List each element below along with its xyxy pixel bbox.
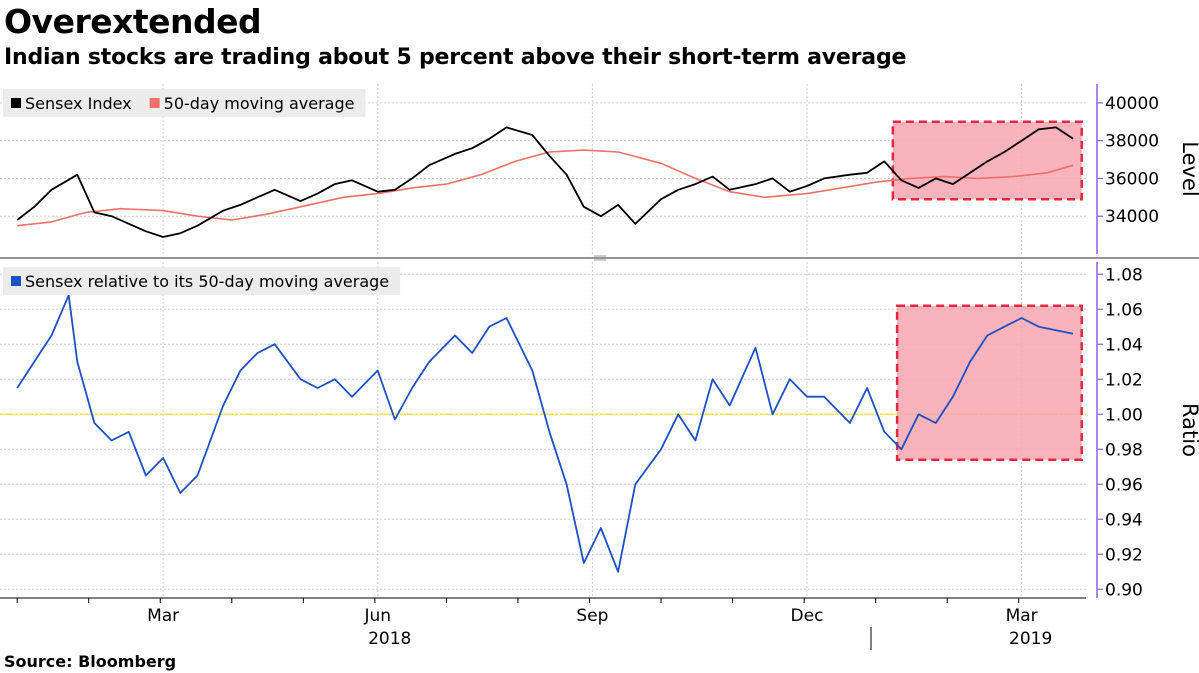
legend-label: Sensex Index [25,94,132,113]
y-tick-label: 0.96 [1105,475,1143,495]
y-tick-label: 0.94 [1105,510,1143,530]
legend-background [3,267,401,295]
y-tick-label: 0.98 [1105,440,1143,460]
y-tick-label: 38000 [1105,132,1159,152]
legend-label: 50-day moving average [164,94,355,113]
source-label: Source: Bloomberg [4,652,177,671]
legend-label: Sensex relative to its 50-day moving ave… [25,272,389,291]
x-tick-label: Mar [1006,606,1038,626]
x-tick-label: Mar [147,606,179,626]
legend: Sensex Index 50-day moving average [3,89,366,117]
legend-swatch [149,98,160,108]
y-axis-title: Ratio [1178,403,1199,457]
chart-title: Overextended [4,2,262,41]
highlight-box [895,304,1083,461]
y-tick-label: 1.04 [1105,335,1143,355]
x-year-label: 2019 [1009,629,1052,649]
y-tick-label: 40000 [1105,94,1159,114]
series-line-sensex-relative-to-its-50-day-moving-average [16,294,1074,573]
legend-background [3,89,366,117]
x-tick-label: Jun [363,606,391,626]
legend: Sensex relative to its 50-day moving ave… [3,267,401,295]
chart-subtitle: Indian stocks are trading about 5 percen… [4,45,907,70]
y-tick-label: 0.90 [1105,580,1143,600]
y-tick-label: 1.00 [1105,405,1143,425]
y-tick-label: 34000 [1105,207,1159,227]
y-tick-label: 36000 [1105,169,1159,189]
series-line-50-day-moving-average [17,149,1074,227]
x-tick-label: Sep [576,606,608,626]
legend-swatch [11,276,21,286]
y-tick-label: 1.06 [1105,300,1143,320]
y-axis-title: Level [1178,141,1199,196]
x-year-label: 2018 [368,629,411,649]
y-tick-label: 1.02 [1105,370,1143,390]
y-tick-label: 0.92 [1105,545,1143,565]
legend-swatch [11,98,21,108]
x-tick-label: Dec [791,606,824,626]
y-tick-label: 1.08 [1105,265,1143,285]
series-line-sensex-index [16,126,1074,238]
